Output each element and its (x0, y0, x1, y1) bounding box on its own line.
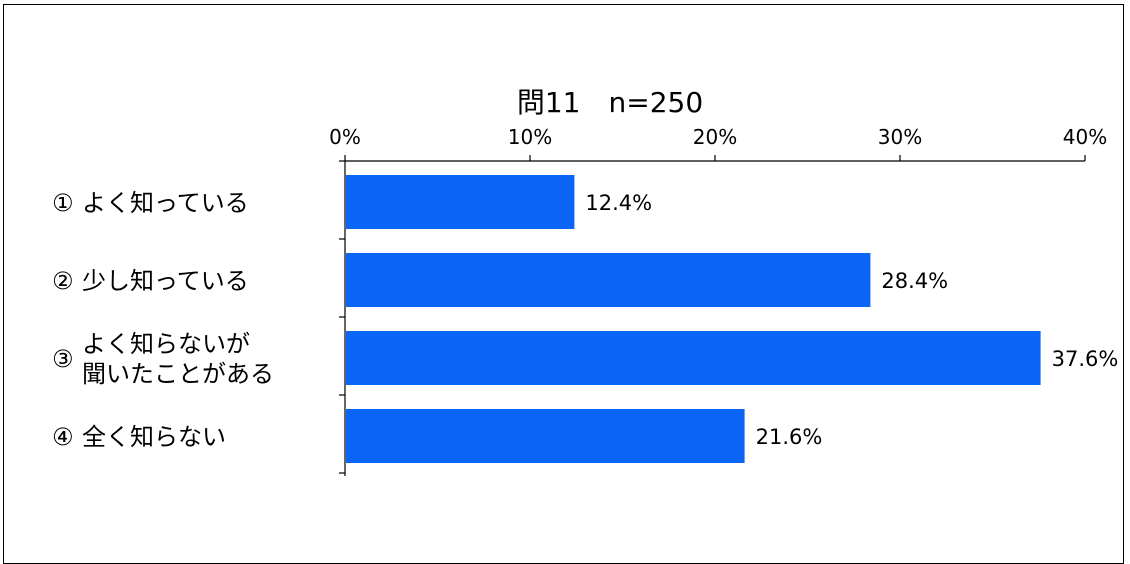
category-marker: ③ (52, 345, 74, 373)
category-marker: ④ (52, 423, 74, 451)
bar-chart: 問11 n=250 0% 10% 20% 30% 40% 12.4% ① よく知っている 28… (52, 86, 1118, 476)
axes: 0% 10% 20% 30% 40% (329, 125, 1107, 476)
bar (346, 175, 575, 229)
data-label: 37.6% (1052, 347, 1119, 371)
labels: 12.4% ① よく知っている 28.4% ② 少し知っている 37.6% ③ よく知らないが聞… (52, 189, 1118, 451)
category-label: 全く知らない (82, 423, 226, 451)
bar (346, 331, 1041, 385)
x-tick-label: 40% (1063, 125, 1107, 149)
data-label: 21.6% (756, 425, 823, 449)
category-marker: ① (52, 189, 74, 217)
category-label: よく知っている (82, 189, 249, 217)
data-label: 12.4% (585, 191, 652, 215)
x-tick-label: 30% (878, 125, 922, 149)
x-tick-label: 20% (693, 125, 737, 149)
bar (346, 253, 871, 307)
bars (346, 175, 1041, 463)
category-label: 聞いたことがある (82, 360, 274, 388)
category-label: 少し知っている (82, 267, 249, 295)
category-label: よく知らないが (82, 330, 250, 358)
category-marker: ② (52, 267, 74, 295)
data-label: 28.4% (881, 269, 948, 293)
chart-title: 問11 n=250 (517, 86, 703, 119)
x-tick-label: 0% (329, 125, 361, 149)
bar (346, 409, 745, 463)
x-tick-label: 10% (508, 125, 552, 149)
